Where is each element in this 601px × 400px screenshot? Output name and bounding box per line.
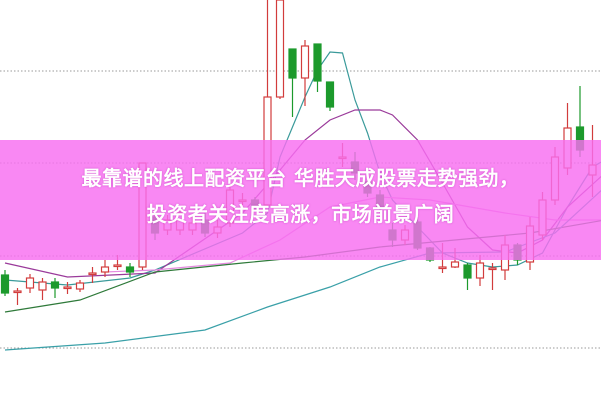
candle-body — [313, 43, 322, 82]
candle-body — [288, 48, 297, 79]
candle-body — [325, 81, 335, 108]
candle-body — [88, 272, 97, 276]
candle-body — [63, 286, 72, 290]
candle-body — [463, 264, 472, 279]
candle-body — [50, 281, 60, 289]
candle-body — [0, 274, 10, 294]
candle-body — [300, 45, 310, 79]
candle-body — [488, 267, 497, 271]
headline-line-1: 最靠谱的线上配资平台 华胜天成股票走势强劲， — [81, 166, 520, 190]
candle-body — [13, 290, 22, 294]
candle-body — [475, 262, 485, 279]
candle-body — [75, 282, 85, 290]
candle-body — [113, 264, 122, 268]
headline-banner — [0, 140, 601, 260]
candle-body — [125, 266, 135, 273]
candle-body — [25, 277, 35, 289]
headline-line-2: 投资者关注度高涨，市场前景广阔 — [146, 202, 455, 226]
candle-body — [38, 281, 47, 291]
candle-body — [450, 261, 460, 268]
candle-body — [438, 266, 447, 270]
headline: 最靠谱的线上配资平台 华胜天成股票走势强劲， 投资者关注度高涨，市场前景广阔 — [0, 160, 601, 232]
candle-body — [275, 0, 285, 98]
candle-body — [100, 266, 110, 273]
